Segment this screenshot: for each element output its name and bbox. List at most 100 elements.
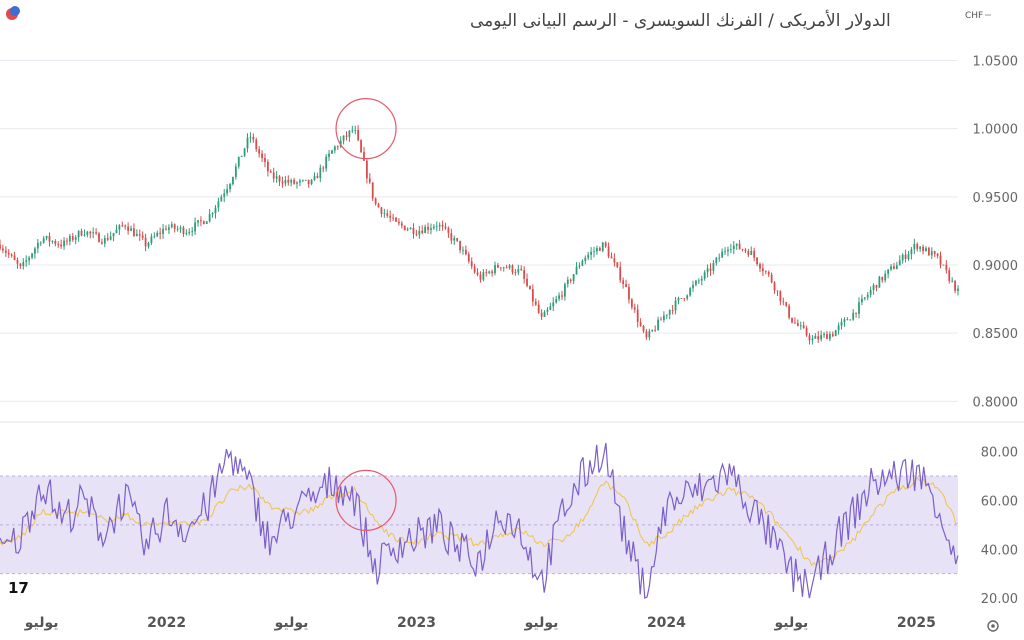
- candle: [508, 263, 511, 270]
- candle: [820, 330, 823, 342]
- candle: [878, 275, 881, 288]
- candle: [249, 132, 252, 143]
- highlight-circle: [335, 469, 397, 531]
- candle: [895, 261, 898, 270]
- x-tick-label: 2025: [897, 615, 936, 631]
- candle: [534, 298, 537, 306]
- candle: [479, 271, 482, 283]
- candle: [593, 246, 595, 258]
- candle: [232, 176, 234, 186]
- candle: [817, 330, 820, 343]
- candle: [628, 283, 630, 304]
- settings-icon[interactable]: [987, 620, 999, 632]
- candle: [665, 314, 668, 320]
- candle: [45, 235, 48, 241]
- candle: [598, 246, 601, 252]
- candle: [470, 257, 473, 270]
- candle: [138, 229, 141, 241]
- candle: [0, 239, 1, 251]
- candle: [831, 331, 834, 338]
- candle: [336, 145, 339, 151]
- candle: [127, 222, 130, 235]
- candle: [872, 283, 875, 295]
- candle: [240, 155, 243, 157]
- candle: [948, 267, 951, 284]
- candle: [936, 253, 939, 259]
- candle: [642, 325, 645, 334]
- candle: [205, 221, 208, 225]
- candle: [266, 159, 269, 177]
- candle: [511, 264, 514, 275]
- candle: [680, 298, 683, 300]
- price-tick-label: 1.0000: [973, 123, 1019, 138]
- candle: [255, 137, 258, 152]
- candle: [331, 149, 333, 154]
- candle: [927, 246, 930, 256]
- candle: [345, 131, 348, 141]
- price-tick-label: 0.8500: [973, 327, 1019, 342]
- candle: [403, 225, 406, 231]
- candle: [133, 223, 135, 237]
- candle: [604, 241, 607, 249]
- candle: [144, 233, 147, 252]
- candle: [185, 229, 188, 236]
- candle: [284, 176, 287, 187]
- candle: [884, 270, 887, 283]
- candle: [776, 290, 779, 297]
- candle: [141, 231, 144, 241]
- candle: [357, 125, 360, 142]
- candle: [223, 188, 226, 203]
- candle: [715, 256, 718, 266]
- candle: [491, 269, 494, 277]
- candle: [191, 227, 194, 237]
- candle: [351, 125, 354, 133]
- candle: [71, 232, 74, 242]
- candle: [727, 246, 729, 257]
- candle: [115, 224, 118, 234]
- candle: [173, 223, 176, 233]
- candle: [395, 216, 397, 223]
- candle: [738, 239, 741, 250]
- candle: [729, 243, 732, 254]
- candle: [561, 290, 563, 301]
- candle: [68, 233, 71, 246]
- candle: [502, 266, 505, 272]
- candle: [636, 304, 639, 328]
- candle: [398, 218, 400, 226]
- candle: [179, 225, 182, 233]
- candle: [732, 241, 735, 255]
- candle: [587, 251, 590, 261]
- candle: [441, 220, 444, 231]
- candle: [494, 261, 496, 276]
- candle: [386, 209, 389, 218]
- candle: [278, 175, 281, 186]
- candle: [887, 269, 890, 279]
- candle: [281, 176, 284, 188]
- candle: [834, 329, 837, 337]
- candle: [304, 179, 307, 181]
- candle: [668, 309, 671, 320]
- candle: [791, 317, 793, 324]
- candle: [814, 333, 817, 339]
- candle: [427, 222, 429, 234]
- candle: [450, 228, 453, 245]
- candle: [377, 202, 380, 208]
- x-tick-label: 2023: [397, 615, 436, 631]
- candle: [435, 221, 438, 232]
- candle: [788, 303, 791, 320]
- candle: [526, 273, 528, 288]
- candle: [103, 235, 106, 248]
- candle: [686, 294, 689, 301]
- candle: [919, 246, 922, 252]
- candle: [802, 321, 805, 329]
- candle: [697, 278, 700, 285]
- rsi-line: [0, 442, 959, 600]
- candle: [689, 286, 692, 297]
- candle: [98, 232, 100, 243]
- candle: [531, 284, 534, 307]
- candle: [840, 318, 843, 330]
- candle: [348, 130, 351, 142]
- candle: [811, 335, 814, 345]
- candle: [901, 253, 904, 264]
- candle: [208, 208, 211, 223]
